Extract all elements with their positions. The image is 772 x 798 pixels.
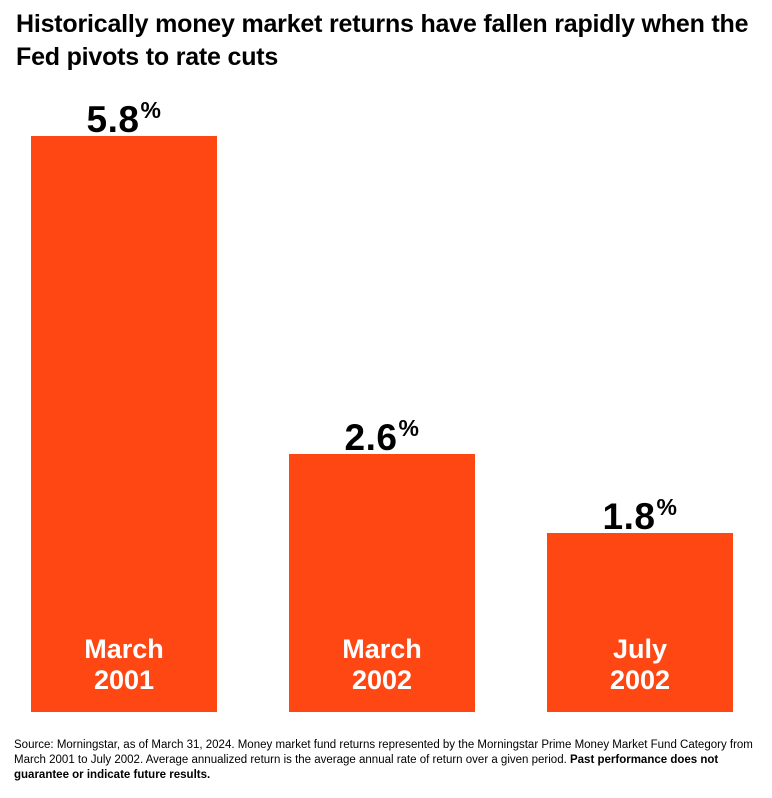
data-label-value: 5.8 xyxy=(86,99,140,140)
data-label-unit: % xyxy=(656,494,678,520)
data-label-unit: % xyxy=(398,415,420,441)
category-label: March 2002 xyxy=(342,634,422,695)
data-label-value: 2.6 xyxy=(344,417,398,458)
footnote-disclaimer: Past performance does not guarantee or i… xyxy=(14,754,719,781)
footnote-text: Source: Morningstar, as of March 31, 202… xyxy=(14,739,753,766)
category-label: July 2002 xyxy=(609,634,671,695)
source-footnote: Source: Morningstar, as of March 31, 202… xyxy=(14,738,759,783)
data-label: 5.8% xyxy=(31,90,217,140)
data-label-unit: % xyxy=(140,97,162,123)
chart-title: Historically money market returns have f… xyxy=(16,10,749,71)
category-label: March 2001 xyxy=(84,634,164,695)
bar-3: July 2002 xyxy=(547,533,733,712)
bar-2: March 2002 xyxy=(289,454,475,712)
bar-1: March 2001 xyxy=(31,136,217,712)
data-label-value: 1.8 xyxy=(602,496,656,537)
data-label: 1.8% xyxy=(547,487,733,537)
data-label: 2.6% xyxy=(289,408,475,458)
